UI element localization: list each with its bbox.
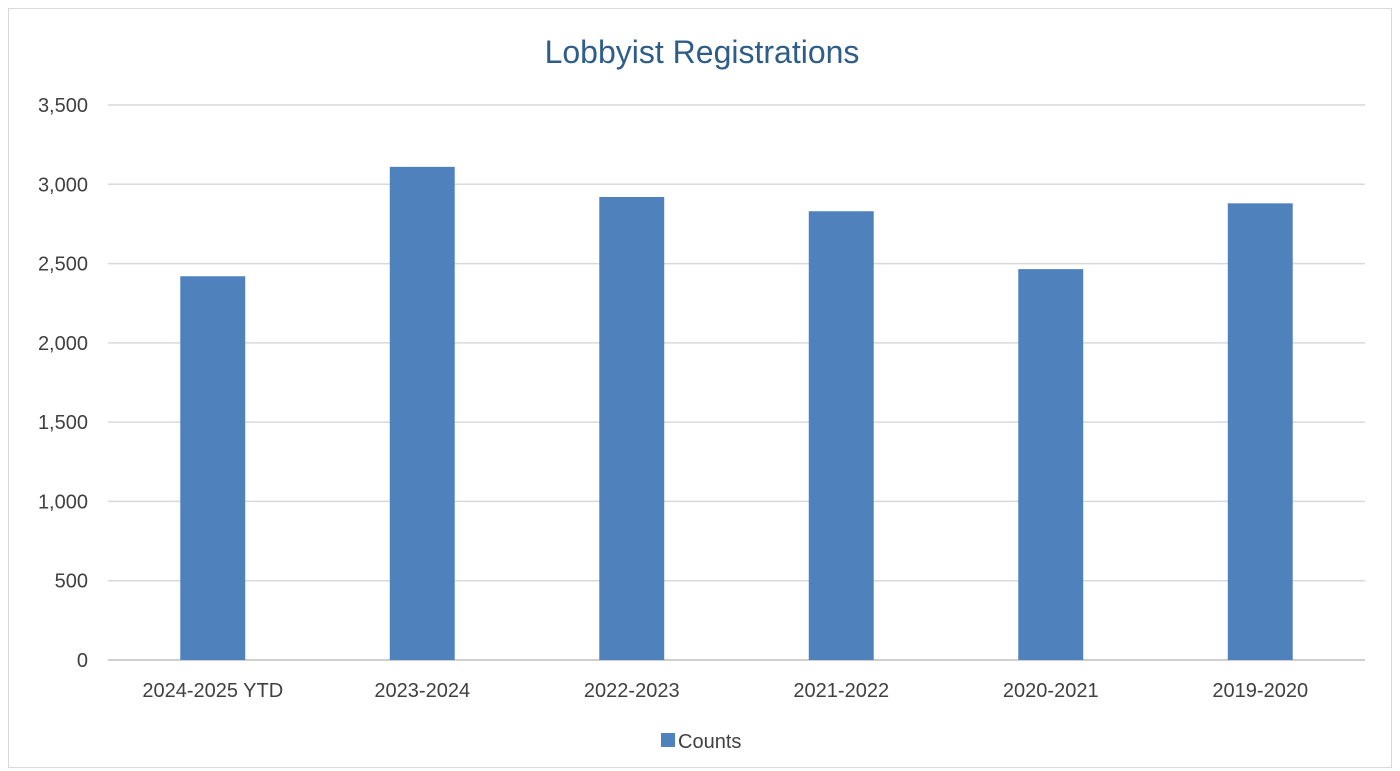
y-axis-ticks: 0 500 1,000 1,500 2,000 2,500 3,000 3,500: [38, 95, 88, 672]
y-tick-label: 1,500: [38, 412, 88, 434]
x-tick-label: 2022-2023: [584, 680, 680, 702]
y-tick-label: 2,000: [38, 333, 88, 355]
x-tick-label: 2024-2025 YTD: [142, 680, 283, 702]
bar-2020-2021: [1018, 269, 1084, 660]
x-axis-ticks: 2024-2025 YTD 2023-2024 2022-2023 2021-2022…: [142, 680, 1308, 702]
y-tick-label: 0: [77, 650, 88, 672]
legend-swatch-counts: [661, 733, 675, 747]
bar-2021-2022: [808, 211, 874, 660]
y-tick-label: 3,000: [38, 174, 88, 196]
bar-2019-2020: [1227, 203, 1293, 661]
x-tick-label: 2020-2021: [1003, 680, 1099, 702]
bar-2023-2024: [389, 166, 455, 661]
y-tick-label: 500: [55, 571, 88, 593]
y-tick-label: 1,000: [38, 491, 88, 513]
y-tick-label: 2,500: [38, 254, 88, 276]
gridlines: [108, 104, 1365, 661]
y-tick-label: 3,500: [38, 95, 88, 117]
legend: Counts: [661, 731, 741, 753]
legend-label-counts: Counts: [678, 731, 741, 753]
x-tick-label: 2019-2020: [1212, 680, 1308, 702]
bar-2022-2023: [599, 196, 665, 660]
x-tick-label: 2023-2024: [374, 680, 470, 702]
x-tick-label: 2021-2022: [793, 680, 889, 702]
bar-2024-2025-ytd: [180, 276, 246, 660]
bars: [180, 166, 1293, 661]
chart-title: Lobbyist Registrations: [545, 34, 860, 70]
